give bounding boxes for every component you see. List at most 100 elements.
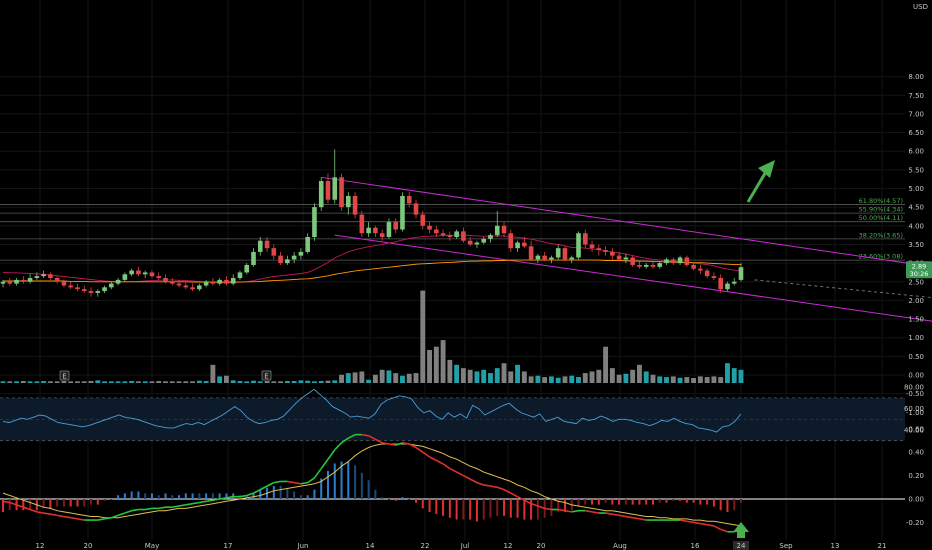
time-tick-label: 22 — [421, 542, 430, 550]
candle-body — [731, 281, 737, 284]
candle-body — [352, 195, 358, 215]
volume-bar — [528, 376, 534, 383]
volume-bar — [41, 381, 47, 383]
volume-bar — [488, 373, 493, 383]
macd-line-segment — [63, 515, 71, 519]
fib-level-label: 23.60%(3.08) — [859, 253, 903, 261]
candle-body — [467, 240, 473, 245]
fib-level-label: 61.80%(4.57) — [859, 197, 903, 205]
volume-bar — [460, 368, 466, 383]
volume-bar — [95, 380, 101, 383]
candle-body — [643, 264, 649, 267]
volume-bar — [325, 380, 331, 383]
macd-line-segment — [490, 485, 498, 489]
last-price-tag[interactable] — [906, 261, 932, 279]
volume-bar — [75, 381, 80, 383]
channel-lower-line[interactable] — [334, 234, 932, 341]
candle-body — [136, 270, 141, 275]
macd-line-segment — [476, 481, 484, 486]
macd-histogram-bar — [672, 499, 675, 501]
volume-bar — [521, 371, 527, 383]
candle-body — [623, 257, 629, 260]
macd-histogram-bar — [469, 499, 472, 520]
volume-bar — [400, 375, 405, 383]
candle-body — [149, 272, 155, 277]
macd-line-segment — [517, 495, 525, 501]
volume-bar — [210, 364, 216, 383]
macd-line-segment — [327, 449, 336, 460]
macd-histogram-bar — [22, 499, 25, 511]
volume-bar — [555, 377, 561, 383]
candle-body — [481, 238, 487, 243]
volume-bar — [352, 372, 358, 383]
volume-bar — [413, 373, 419, 383]
macd-line-segment — [192, 501, 200, 505]
macd-line-segment — [212, 498, 220, 501]
macd-line-segment — [205, 499, 214, 503]
time-tick-label: 14 — [366, 542, 375, 550]
candle-body — [630, 257, 635, 265]
macd-histogram-bar — [435, 499, 438, 514]
macd-line-segment — [496, 486, 505, 491]
volume-bar — [223, 375, 229, 383]
macd-line-segment — [273, 480, 281, 484]
macd-line-segment — [585, 509, 593, 513]
candle-body — [454, 231, 459, 237]
volume-bar — [129, 381, 135, 383]
candle-body — [197, 285, 202, 290]
volume-bar — [366, 379, 372, 383]
macd-histogram-bar — [259, 489, 262, 499]
volume-bar — [494, 368, 500, 383]
up-arrow-drawing[interactable] — [746, 160, 775, 203]
candle-body — [576, 233, 581, 258]
time-tick-label: 12 — [36, 542, 45, 550]
time-tick-label: 16 — [691, 542, 700, 550]
volume-bar — [508, 371, 514, 383]
candle-body — [237, 272, 243, 279]
rsi-pane — [0, 388, 905, 442]
macd-tick-label: 0.40 — [908, 449, 924, 457]
channel-upper-line[interactable] — [321, 176, 932, 287]
macd-histogram-bar — [563, 499, 566, 513]
bottom-up-arrow-icon[interactable] — [733, 522, 749, 538]
descending-channel[interactable] — [321, 176, 932, 341]
bar-countdown: 30:26 — [910, 270, 929, 278]
earnings-marker-icon[interactable] — [59, 370, 70, 381]
macd-histogram-bar — [306, 495, 309, 499]
volume-bar — [609, 368, 615, 383]
macd-line-segment — [571, 509, 579, 513]
macd-histogram-bar — [415, 499, 418, 503]
volume-bar — [731, 368, 737, 383]
volume-bar — [20, 381, 26, 383]
candle-body — [440, 233, 446, 236]
macd-line-segment — [544, 507, 552, 511]
price-axis[interactable]: USD 8.00 7.50 7.00 6.50 6.00 5.50 5.00 4.50 4.00 3… — [904, 3, 932, 550]
macd-line-segment — [523, 499, 532, 505]
candle-body — [393, 222, 398, 230]
candle-body — [488, 235, 493, 239]
time-tick-label: 24 — [737, 542, 746, 550]
macd-line-segment — [104, 516, 112, 520]
macd-histogram-bar — [651, 499, 654, 505]
macd-histogram-bar — [631, 499, 634, 505]
volume-bar — [0, 381, 6, 383]
macd-histogram-bar — [381, 497, 384, 499]
macd-histogram-bar — [719, 499, 722, 511]
volume-bar — [278, 381, 284, 383]
time-axis[interactable]: 12 20 May 17 Jun 14 22 Jul 12 20 Aug 16 24 Sep 13 21 — [0, 541, 932, 550]
macd-line-segment — [117, 512, 126, 517]
rsi-tick-label: 60.00 — [904, 405, 924, 413]
rsi-line — [2, 388, 742, 433]
macd-line-segment — [605, 512, 613, 515]
macd-histogram-bar — [164, 493, 167, 499]
candle-body — [339, 177, 344, 208]
volume-bar — [725, 363, 730, 383]
fibonacci-retracement[interactable]: 61.80%(4.57)55.90%(4.34)50.00%(4.11) 38.2… — [0, 197, 905, 261]
earnings-marker-icon[interactable] — [261, 370, 272, 381]
macd-histogram-bar — [496, 499, 499, 516]
macd-histogram-bar — [178, 495, 181, 499]
volume-bar — [664, 377, 669, 383]
time-tick-label: 21 — [878, 542, 887, 550]
